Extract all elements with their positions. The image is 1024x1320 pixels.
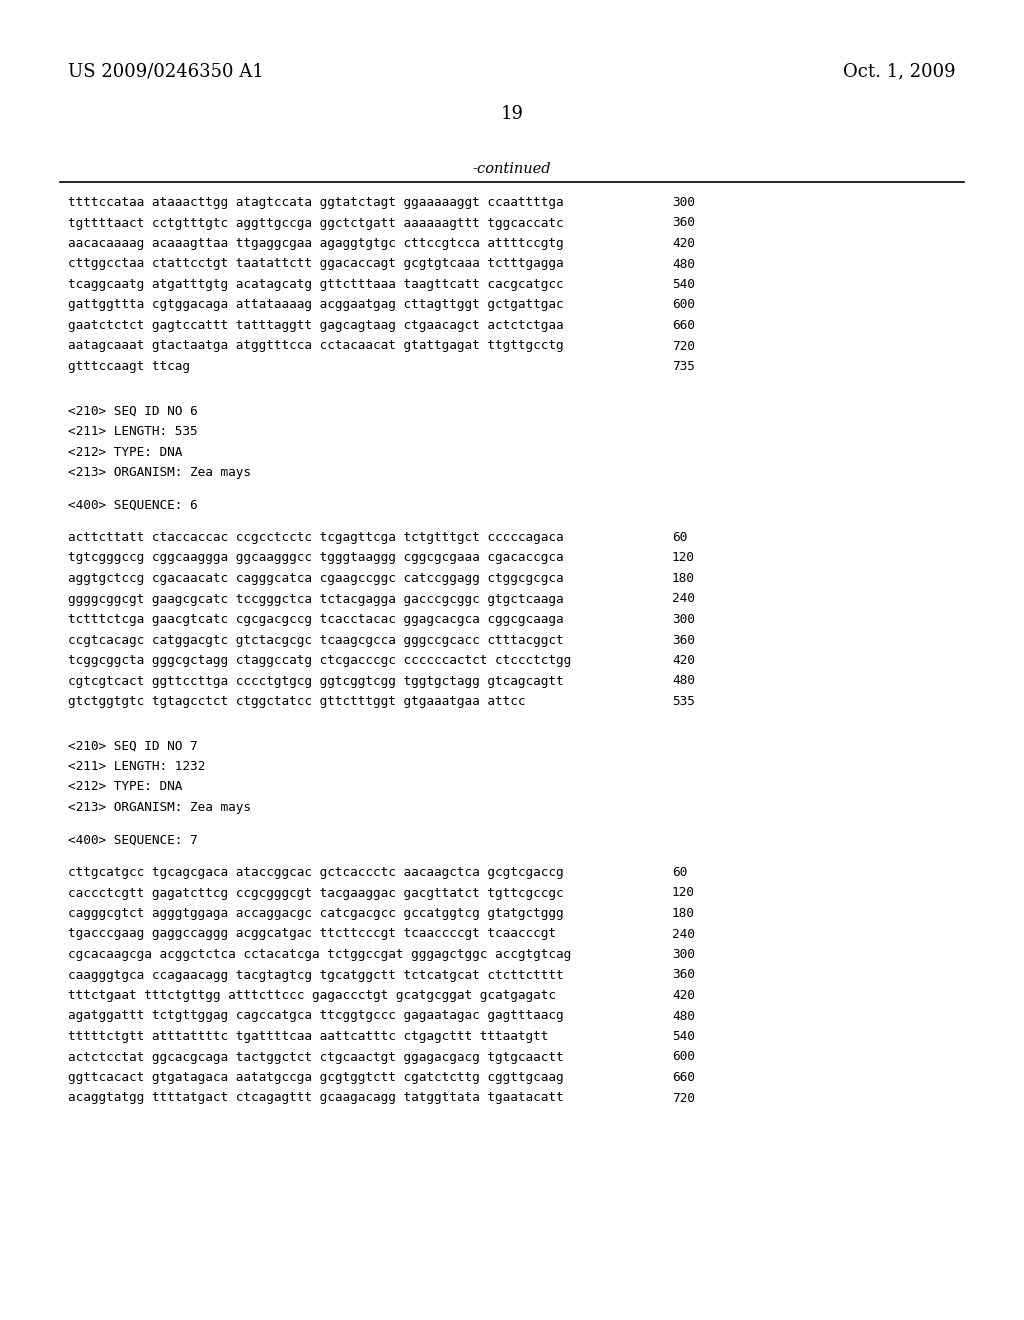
Text: US 2009/0246350 A1: US 2009/0246350 A1 bbox=[68, 62, 264, 81]
Text: 120: 120 bbox=[672, 887, 695, 899]
Text: 660: 660 bbox=[672, 1071, 695, 1084]
Text: 360: 360 bbox=[672, 216, 695, 230]
Text: 300: 300 bbox=[672, 612, 695, 626]
Text: caagggtgca ccagaacagg tacgtagtcg tgcatggctt tctcatgcat ctcttctttt: caagggtgca ccagaacagg tacgtagtcg tgcatgg… bbox=[68, 969, 563, 982]
Text: cgtcgtcact ggttccttga cccctgtgcg ggtcggtcgg tggtgctagg gtcagcagtt: cgtcgtcact ggttccttga cccctgtgcg ggtcggt… bbox=[68, 675, 563, 688]
Text: 300: 300 bbox=[672, 948, 695, 961]
Text: 600: 600 bbox=[672, 298, 695, 312]
Text: gtttccaagt ttcag: gtttccaagt ttcag bbox=[68, 360, 190, 374]
Text: 60: 60 bbox=[672, 531, 687, 544]
Text: tgacccgaag gaggccaggg acggcatgac ttcttcccgt tcaaccccgt tcaacccgt: tgacccgaag gaggccaggg acggcatgac ttcttcc… bbox=[68, 928, 556, 940]
Text: ttttccataa ataaacttgg atagtccata ggtatctagt ggaaaaaggt ccaattttga: ttttccataa ataaacttgg atagtccata ggtatct… bbox=[68, 195, 563, 209]
Text: agatggattt tctgttggag cagccatgca ttcggtgccc gagaatagac gagtttaacg: agatggattt tctgttggag cagccatgca ttcggtg… bbox=[68, 1010, 563, 1023]
Text: tgtcgggccg cggcaaggga ggcaagggcc tgggtaaggg cggcgcgaaa cgacaccgca: tgtcgggccg cggcaaggga ggcaagggcc tgggtaa… bbox=[68, 552, 563, 565]
Text: tgttttaact cctgtttgtc aggttgccga ggctctgatt aaaaaagttt tggcaccatc: tgttttaact cctgtttgtc aggttgccga ggctctg… bbox=[68, 216, 563, 230]
Text: 480: 480 bbox=[672, 675, 695, 688]
Text: tcggcggcta gggcgctagg ctaggccatg ctcgacccgc ccccccactct ctccctctgg: tcggcggcta gggcgctagg ctaggccatg ctcgacc… bbox=[68, 653, 571, 667]
Text: ggttcacact gtgatagaca aatatgccga gcgtggtctt cgatctcttg cggttgcaag: ggttcacact gtgatagaca aatatgccga gcgtggt… bbox=[68, 1071, 563, 1084]
Text: 180: 180 bbox=[672, 907, 695, 920]
Text: 720: 720 bbox=[672, 339, 695, 352]
Text: <210> SEQ ID NO 6: <210> SEQ ID NO 6 bbox=[68, 404, 198, 417]
Text: <400> SEQUENCE: 7: <400> SEQUENCE: 7 bbox=[68, 833, 198, 846]
Text: 660: 660 bbox=[672, 319, 695, 333]
Text: tttttctgtt atttattttc tgattttcaa aattcatttc ctgagcttt tttaatgtt: tttttctgtt atttattttc tgattttcaa aattcat… bbox=[68, 1030, 549, 1043]
Text: 420: 420 bbox=[672, 653, 695, 667]
Text: 540: 540 bbox=[672, 279, 695, 290]
Text: <212> TYPE: DNA: <212> TYPE: DNA bbox=[68, 446, 182, 458]
Text: tctttctcga gaacgtcatc cgcgacgccg tcacctacac ggagcacgca cggcgcaaga: tctttctcga gaacgtcatc cgcgacgccg tcaccta… bbox=[68, 612, 563, 626]
Text: 600: 600 bbox=[672, 1051, 695, 1064]
Text: <212> TYPE: DNA: <212> TYPE: DNA bbox=[68, 780, 182, 793]
Text: 180: 180 bbox=[672, 572, 695, 585]
Text: cttggcctaa ctattcctgt taatattctt ggacaccagt gcgtgtcaaa tctttgagga: cttggcctaa ctattcctgt taatattctt ggacacc… bbox=[68, 257, 563, 271]
Text: ccgtcacagc catggacgtc gtctacgcgc tcaagcgcca gggccgcacc ctttacggct: ccgtcacagc catggacgtc gtctacgcgc tcaagcg… bbox=[68, 634, 563, 647]
Text: gaatctctct gagtccattt tatttaggtt gagcagtaag ctgaacagct actctctgaa: gaatctctct gagtccattt tatttaggtt gagcagt… bbox=[68, 319, 563, 333]
Text: 360: 360 bbox=[672, 969, 695, 982]
Text: 480: 480 bbox=[672, 257, 695, 271]
Text: <400> SEQUENCE: 6: <400> SEQUENCE: 6 bbox=[68, 499, 198, 511]
Text: <211> LENGTH: 1232: <211> LENGTH: 1232 bbox=[68, 760, 205, 774]
Text: 480: 480 bbox=[672, 1010, 695, 1023]
Text: 720: 720 bbox=[672, 1092, 695, 1105]
Text: <210> SEQ ID NO 7: <210> SEQ ID NO 7 bbox=[68, 739, 198, 752]
Text: 60: 60 bbox=[672, 866, 687, 879]
Text: cttgcatgcc tgcagcgaca ataccggcac gctcaccctc aacaagctca gcgtcgaccg: cttgcatgcc tgcagcgaca ataccggcac gctcacc… bbox=[68, 866, 563, 879]
Text: cgcacaagcga acggctctca cctacatcga tctggccgat gggagctggc accgtgtcag: cgcacaagcga acggctctca cctacatcga tctggc… bbox=[68, 948, 571, 961]
Text: acaggtatgg ttttatgact ctcagagttt gcaagacagg tatggttata tgaatacatt: acaggtatgg ttttatgact ctcagagttt gcaagac… bbox=[68, 1092, 563, 1105]
Text: 535: 535 bbox=[672, 696, 695, 708]
Text: gattggttta cgtggacaga attataaaag acggaatgag cttagttggt gctgattgac: gattggttta cgtggacaga attataaaag acggaat… bbox=[68, 298, 563, 312]
Text: aatagcaaat gtactaatga atggtttcca cctacaacat gtattgagat ttgttgcctg: aatagcaaat gtactaatga atggtttcca cctacaa… bbox=[68, 339, 563, 352]
Text: 540: 540 bbox=[672, 1030, 695, 1043]
Text: caccctcgtt gagatcttcg ccgcgggcgt tacgaaggac gacgttatct tgttcgccgc: caccctcgtt gagatcttcg ccgcgggcgt tacgaag… bbox=[68, 887, 563, 899]
Text: gtctggtgtc tgtagcctct ctggctatcc gttctttggt gtgaaatgaa attcc: gtctggtgtc tgtagcctct ctggctatcc gttcttt… bbox=[68, 696, 525, 708]
Text: acttcttatt ctaccaccac ccgcctcctc tcgagttcga tctgtttgct cccccagaca: acttcttatt ctaccaccac ccgcctcctc tcgagtt… bbox=[68, 531, 563, 544]
Text: <213> ORGANISM: Zea mays: <213> ORGANISM: Zea mays bbox=[68, 466, 251, 479]
Text: Oct. 1, 2009: Oct. 1, 2009 bbox=[844, 62, 956, 81]
Text: 420: 420 bbox=[672, 238, 695, 249]
Text: 19: 19 bbox=[501, 106, 523, 123]
Text: 420: 420 bbox=[672, 989, 695, 1002]
Text: -continued: -continued bbox=[473, 162, 551, 176]
Text: 360: 360 bbox=[672, 634, 695, 647]
Text: <213> ORGANISM: Zea mays: <213> ORGANISM: Zea mays bbox=[68, 801, 251, 814]
Text: tttctgaat tttctgttgg atttcttccc gagaccctgt gcatgcggat gcatgagatc: tttctgaat tttctgttgg atttcttccc gagaccct… bbox=[68, 989, 556, 1002]
Text: actctcctat ggcacgcaga tactggctct ctgcaactgt ggagacgacg tgtgcaactt: actctcctat ggcacgcaga tactggctct ctgcaac… bbox=[68, 1051, 563, 1064]
Text: <211> LENGTH: 535: <211> LENGTH: 535 bbox=[68, 425, 198, 438]
Text: 300: 300 bbox=[672, 195, 695, 209]
Text: aggtgctccg cgacaacatc cagggcatca cgaagccggc catccggagg ctggcgcgca: aggtgctccg cgacaacatc cagggcatca cgaagcc… bbox=[68, 572, 563, 585]
Text: tcaggcaatg atgatttgtg acatagcatg gttctttaaa taagttcatt cacgcatgcc: tcaggcaatg atgatttgtg acatagcatg gttcttt… bbox=[68, 279, 563, 290]
Text: 735: 735 bbox=[672, 360, 695, 374]
Text: ggggcggcgt gaagcgcatc tccgggctca tctacgagga gacccgcggc gtgctcaaga: ggggcggcgt gaagcgcatc tccgggctca tctacga… bbox=[68, 593, 563, 606]
Text: cagggcgtct agggtggaga accaggacgc catcgacgcc gccatggtcg gtatgctggg: cagggcgtct agggtggaga accaggacgc catcgac… bbox=[68, 907, 563, 920]
Text: aacacaaaag acaaagttaa ttgaggcgaa agaggtgtgc cttccgtcca attttccgtg: aacacaaaag acaaagttaa ttgaggcgaa agaggtg… bbox=[68, 238, 563, 249]
Text: 120: 120 bbox=[672, 552, 695, 565]
Text: 240: 240 bbox=[672, 928, 695, 940]
Text: 240: 240 bbox=[672, 593, 695, 606]
